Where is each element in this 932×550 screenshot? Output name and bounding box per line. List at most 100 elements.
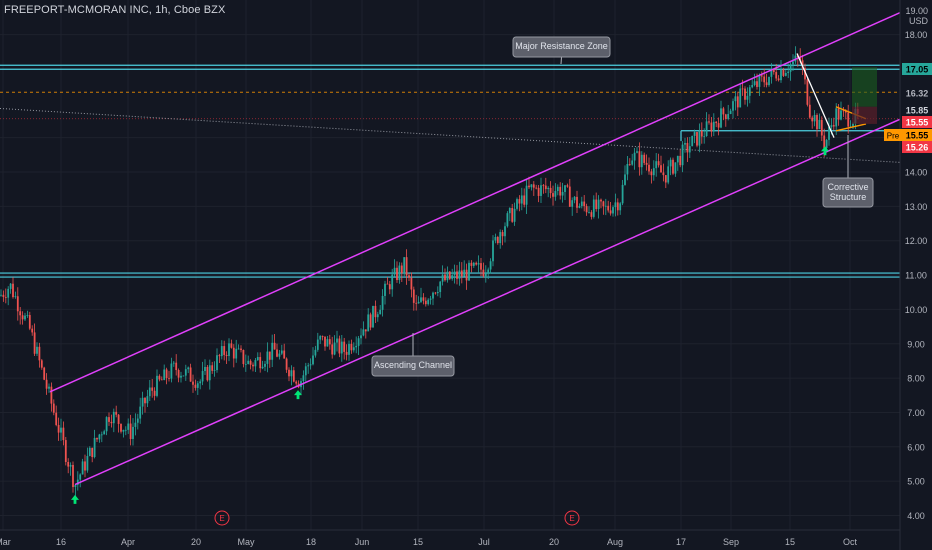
candle-body	[348, 343, 350, 355]
candle-body	[758, 75, 761, 87]
candle-body	[468, 262, 470, 281]
candle-body	[830, 125, 833, 127]
candle-body	[693, 132, 696, 136]
candle-body	[84, 461, 86, 471]
candle-body	[196, 383, 199, 388]
price-badge-label: 17.05	[906, 64, 929, 74]
candle-body	[309, 364, 312, 366]
earnings-marker-label: E	[219, 514, 224, 523]
candle-body	[379, 309, 382, 315]
candle-body	[734, 96, 737, 102]
candle-body	[206, 366, 209, 381]
candle-body	[304, 366, 307, 376]
candle-body	[220, 346, 223, 357]
price-badge-bg	[902, 116, 932, 128]
candle-body	[717, 123, 720, 128]
candle-body	[237, 348, 240, 350]
candle-body	[19, 311, 22, 316]
candle-body	[271, 342, 274, 360]
candle-body	[98, 434, 101, 440]
price-badge-label: 15.26	[906, 142, 929, 152]
candle-body	[129, 423, 132, 439]
price-badge-label: 15.55	[906, 130, 929, 140]
candle-body	[782, 69, 785, 76]
callout-text: Ascending Channel	[374, 360, 452, 370]
candle-body	[189, 367, 192, 382]
candle-body	[223, 346, 226, 355]
candle-body	[698, 130, 701, 146]
candle-body	[208, 365, 211, 381]
price-axis: 4.00 5.00 6.00 7.00 8.00 9.00 10.00 11.00 12.00 1…	[899, 0, 932, 550]
candle-body	[264, 363, 266, 367]
candle-body	[40, 360, 43, 368]
candle-body	[556, 186, 559, 191]
candle-body	[26, 315, 29, 316]
candle-body	[165, 369, 168, 378]
time-axis: Mar 16 Apr 20 May 18 Jun 15 Jul 20 Aug 17 Sep 15 Oct	[0, 529, 900, 547]
candle-body	[273, 342, 276, 350]
candle-body	[367, 314, 370, 332]
candle-body	[48, 386, 50, 389]
candle-body	[703, 136, 706, 137]
candle-body	[739, 88, 742, 108]
candle-body	[50, 386, 53, 404]
candle-body	[672, 159, 674, 174]
candle-body	[696, 132, 698, 146]
candle-body	[422, 297, 425, 301]
candle-body	[153, 390, 156, 396]
candle-body	[369, 314, 372, 328]
candle-body	[417, 301, 420, 304]
candle-body	[597, 199, 600, 210]
candle-body	[799, 57, 802, 61]
candle-body	[307, 365, 310, 367]
candle-body	[492, 240, 494, 262]
candle-body	[252, 364, 254, 367]
arrow-up-icon	[821, 146, 829, 156]
candle-body	[302, 375, 305, 382]
candle-body	[588, 212, 590, 213]
candle-body	[244, 363, 247, 365]
candle-body	[494, 237, 497, 241]
candle-body	[74, 484, 77, 488]
candle-body	[412, 289, 415, 303]
channel-upper-line	[49, 3, 921, 393]
candle-body	[160, 379, 163, 381]
candle-body	[57, 424, 60, 433]
candle-body	[763, 76, 766, 83]
candle-body	[777, 78, 780, 81]
candle-body	[715, 121, 718, 124]
candle-body	[24, 315, 26, 320]
x-tick-label: Jul	[478, 537, 490, 547]
candle-body	[292, 370, 295, 382]
arrow-up-icon	[71, 494, 79, 504]
candle-body	[844, 110, 847, 113]
price-badge-bg	[902, 63, 932, 75]
channel-lower-line	[74, 116, 906, 486]
candle-body	[823, 135, 826, 148]
y-tick-label: 9.00	[907, 339, 925, 349]
candle-body	[554, 190, 557, 197]
candle-body	[650, 171, 653, 176]
candle-body	[631, 160, 634, 165]
price-badge-bg	[902, 87, 932, 99]
candle-body	[444, 274, 446, 281]
candle-body	[110, 421, 113, 424]
candle-body	[72, 464, 74, 488]
candle-body	[376, 314, 379, 318]
callout-pointer	[560, 56, 562, 65]
candle-body	[7, 288, 10, 298]
candle-body	[108, 417, 110, 422]
price-badge-bg	[902, 129, 932, 141]
candle-body	[741, 88, 744, 90]
candle-body	[648, 164, 650, 172]
candle-body	[487, 269, 490, 274]
candle-body	[2, 294, 5, 297]
candle-body	[453, 271, 456, 276]
candle-body	[573, 196, 576, 201]
candle-body	[564, 185, 566, 192]
candle-body	[768, 76, 770, 86]
candle-body	[590, 212, 593, 217]
candle-body	[652, 168, 655, 176]
candle-body	[434, 292, 437, 294]
